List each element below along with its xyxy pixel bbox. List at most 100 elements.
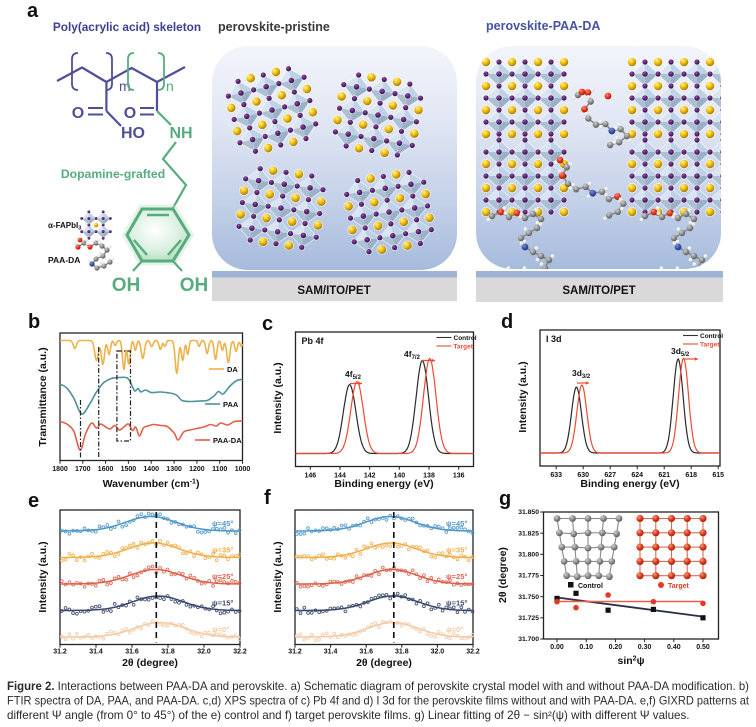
svg-text:1000: 1000 — [235, 466, 251, 473]
svg-text:31.850: 31.850 — [518, 509, 539, 516]
svg-text:2θ (degree): 2θ (degree) — [356, 657, 412, 669]
svg-text:31.825: 31.825 — [518, 530, 539, 537]
svg-text:ψ=15°: ψ=15° — [212, 599, 233, 608]
svg-text:31.2: 31.2 — [53, 649, 67, 656]
svg-text:31.725: 31.725 — [518, 615, 539, 622]
svg-text:Dopamine-grafted: Dopamine-grafted — [61, 167, 165, 181]
svg-text:PAA: PAA — [223, 400, 239, 409]
svg-text:31.800: 31.800 — [518, 552, 539, 559]
svg-text:615: 615 — [712, 472, 724, 479]
svg-text:ψ=15°: ψ=15° — [446, 599, 467, 608]
svg-text:621: 621 — [658, 472, 670, 479]
svg-text:OH: OH — [180, 275, 209, 296]
svg-text:32.2: 32.2 — [466, 649, 480, 656]
svg-text:3d3/2: 3d3/2 — [572, 368, 591, 380]
svg-text:31.8: 31.8 — [161, 649, 175, 656]
svg-text:PAA-DA: PAA-DA — [213, 436, 242, 445]
svg-text:Wavenumber (cm-1): Wavenumber (cm-1) — [103, 478, 200, 490]
svg-text:3d5/2: 3d5/2 — [671, 346, 690, 358]
svg-text:perovskite-pristine: perovskite-pristine — [218, 20, 330, 34]
svg-text:ψ=45°: ψ=45° — [446, 519, 467, 528]
svg-text:140: 140 — [393, 473, 405, 480]
svg-text:31.2: 31.2 — [288, 649, 302, 656]
svg-text:Intensity (a.u.): Intensity (a.u.) — [517, 361, 529, 432]
svg-text:f: f — [264, 487, 271, 509]
svg-text:α-FAPbI3: α-FAPbI3 — [48, 221, 81, 232]
svg-text:FTIR spectra of DA, PAA, and P: FTIR spectra of DA, PAA, and PAA-DA. c,d… — [7, 695, 750, 708]
svg-text:PAA-DA: PAA-DA — [48, 255, 80, 265]
svg-text:0.10: 0.10 — [579, 644, 593, 651]
svg-text:1400: 1400 — [143, 466, 159, 473]
svg-text:136: 136 — [453, 473, 465, 480]
svg-text:ψ=25°: ψ=25° — [446, 572, 467, 581]
svg-text:2θ (degree): 2θ (degree) — [497, 547, 509, 603]
svg-text:31.4: 31.4 — [89, 649, 103, 656]
svg-text:d: d — [501, 311, 513, 333]
svg-text:Control: Control — [454, 335, 477, 342]
svg-text:Control: Control — [578, 583, 603, 590]
svg-text:0.40: 0.40 — [667, 644, 681, 651]
svg-text:624: 624 — [631, 472, 643, 479]
svg-text:1600: 1600 — [98, 466, 114, 473]
svg-text:ψ=25°: ψ=25° — [212, 572, 233, 581]
svg-text:Target: Target — [454, 344, 474, 351]
svg-text:0.50: 0.50 — [696, 644, 710, 651]
svg-text:ψ=35°: ψ=35° — [446, 546, 467, 555]
svg-text:Control: Control — [700, 333, 723, 340]
svg-text:Intensity (a.u.): Intensity (a.u.) — [272, 541, 284, 612]
svg-text:ψ=35°: ψ=35° — [212, 546, 233, 555]
svg-text:4f5/2: 4f5/2 — [345, 369, 362, 381]
svg-text:32.0: 32.0 — [197, 649, 211, 656]
svg-text:142: 142 — [364, 473, 376, 480]
svg-text:different Ψ angle (from 0° to: different Ψ angle (from 0° to 45°) of th… — [7, 709, 690, 722]
svg-text:g: g — [499, 488, 511, 510]
svg-text:32.2: 32.2 — [233, 649, 247, 656]
svg-text:Transmittance (a.u.): Transmittance (a.u.) — [37, 347, 49, 446]
svg-text:DA: DA — [227, 365, 238, 374]
svg-text:1800: 1800 — [52, 466, 68, 473]
svg-text:31.8: 31.8 — [395, 649, 409, 656]
svg-text:sin2ψ: sin2ψ — [618, 655, 645, 667]
svg-text:618: 618 — [685, 472, 697, 479]
svg-text:31.700: 31.700 — [518, 636, 539, 643]
svg-text:31.6: 31.6 — [359, 649, 373, 656]
svg-text:m: m — [119, 78, 131, 94]
svg-text:630: 630 — [577, 472, 589, 479]
svg-text:1100: 1100 — [212, 466, 227, 473]
svg-text:1700: 1700 — [75, 466, 91, 473]
svg-text:Poly(acrylic acid) skeleton: Poly(acrylic acid) skeleton — [53, 20, 201, 34]
svg-text:ψ=45°: ψ=45° — [212, 519, 233, 528]
svg-text:Intensity (a.u.): Intensity (a.u.) — [272, 362, 284, 433]
svg-text:4f7/2: 4f7/2 — [404, 349, 421, 361]
svg-text:Pb 4f: Pb 4f — [302, 336, 325, 346]
svg-text:ψ=0°: ψ=0° — [212, 625, 229, 634]
svg-text:Target: Target — [668, 583, 690, 590]
svg-text:146: 146 — [304, 473, 316, 480]
svg-text:0.30: 0.30 — [638, 644, 652, 651]
svg-text:2θ (degree): 2θ (degree) — [122, 657, 178, 669]
svg-text:144: 144 — [334, 473, 346, 480]
svg-text:perovskite-PAA-DA: perovskite-PAA-DA — [486, 19, 600, 33]
svg-text:HO: HO — [121, 125, 145, 142]
svg-text:SAM/ITO/PET: SAM/ITO/PET — [297, 285, 370, 297]
svg-text:O: O — [72, 105, 84, 122]
svg-text:Target: Target — [700, 342, 720, 349]
svg-text:138: 138 — [423, 473, 435, 480]
svg-text:0.00: 0.00 — [550, 644, 564, 651]
svg-text:Binding energy (eV): Binding energy (eV) — [580, 478, 679, 490]
svg-text:SAM/ITO/PET: SAM/ITO/PET — [562, 285, 635, 297]
svg-text:627: 627 — [604, 472, 616, 479]
svg-text:Binding energy (eV): Binding energy (eV) — [334, 478, 433, 490]
svg-text:e: e — [28, 490, 39, 512]
svg-text:OH: OH — [112, 275, 141, 296]
svg-text:I 3d: I 3d — [546, 334, 562, 344]
svg-text:1500: 1500 — [121, 466, 137, 473]
svg-text:ψ=0°: ψ=0° — [446, 625, 463, 634]
svg-text:NH: NH — [169, 125, 192, 142]
svg-text:31.4: 31.4 — [324, 649, 338, 656]
svg-text:31.750: 31.750 — [518, 594, 539, 601]
svg-text:1300: 1300 — [166, 466, 182, 473]
svg-text:0.20: 0.20 — [609, 644, 623, 651]
svg-text:a: a — [27, 0, 39, 22]
svg-text:O: O — [124, 105, 136, 122]
